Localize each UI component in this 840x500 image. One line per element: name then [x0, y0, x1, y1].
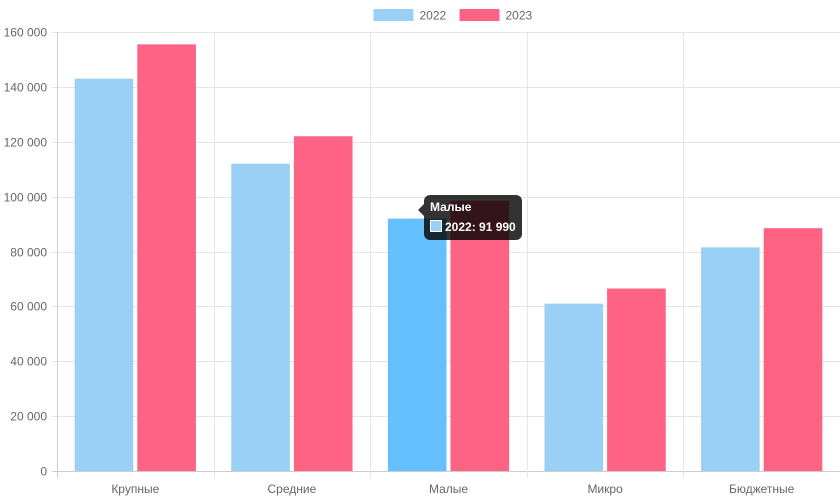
bar-2023-0[interactable] — [137, 44, 196, 472]
tooltip-swatch — [430, 220, 442, 232]
bar-2022-0[interactable] — [74, 78, 134, 472]
legend-swatch-2022[interactable] — [373, 9, 414, 21]
y-tick-label: 100 000 — [4, 191, 48, 205]
x-tick-label: Малые — [429, 482, 468, 496]
y-tick-label: 20 000 — [10, 410, 47, 424]
x-tick-label: Микро — [587, 482, 623, 496]
y-tick-label: 140 000 — [4, 81, 48, 95]
bar-2022-3[interactable] — [544, 303, 604, 471]
y-tick-label: 40 000 — [10, 355, 47, 369]
legend-label-2023[interactable]: 2023 — [506, 9, 533, 23]
y-tick-label: 80 000 — [10, 246, 47, 260]
x-tick-label: Бюджетные — [729, 482, 795, 496]
bar-2023-2[interactable] — [450, 200, 510, 471]
y-tick-label: 120 000 — [4, 136, 48, 150]
legend-label-2022[interactable]: 2022 — [420, 9, 447, 23]
tooltip-label: 2022: 91 990 — [445, 220, 516, 234]
tooltip-row: 2022: 91 990 — [430, 220, 516, 235]
legend-swatch-2023[interactable] — [459, 9, 500, 21]
bar-2023-1[interactable] — [293, 136, 353, 471]
bar-2023-3[interactable] — [607, 288, 666, 471]
y-tick-label: 0 — [40, 465, 47, 479]
bar-2022-1[interactable] — [231, 163, 290, 471]
tooltip: Малые 2022: 91 990 — [418, 195, 522, 240]
legend[interactable]: 2022 2023 — [373, 9, 533, 23]
bar-2022-2[interactable] — [387, 218, 447, 471]
bars[interactable] — [74, 44, 823, 472]
x-axis-ticks: Крупные Средние Малые Микро Бюджетные — [111, 482, 794, 496]
bar-2022-4[interactable] — [701, 247, 760, 471]
x-tick-label: Средние — [268, 482, 317, 496]
y-tick-label: 60 000 — [10, 300, 47, 314]
x-tick-label: Крупные — [111, 482, 159, 496]
y-tick-label: 160 000 — [4, 26, 48, 40]
bar-2023-4[interactable] — [763, 228, 823, 471]
y-axis-ticks: 0 20 000 40 000 60 000 80 000 100 000 120 000 1… — [4, 26, 48, 479]
tooltip-title: Малые — [430, 200, 472, 214]
